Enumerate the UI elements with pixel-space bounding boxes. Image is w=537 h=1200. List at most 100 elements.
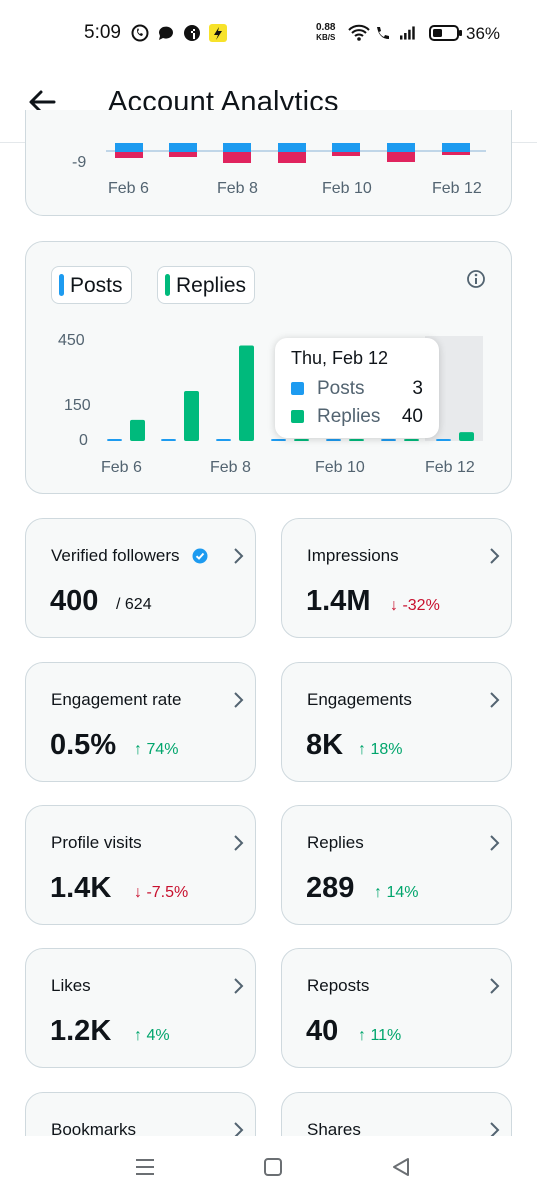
metric-title: Engagement rate: [51, 690, 182, 709]
status-time: 5:09: [84, 22, 121, 43]
metric-change: ↓ -32%: [390, 597, 440, 614]
metric-title: Verified followers: [51, 546, 180, 565]
metric-value: 400: [50, 585, 99, 617]
chevron-right-icon[interactable]: [231, 976, 245, 996]
bar-replies-feb-10[interactable]: [349, 439, 364, 441]
bar-posts-1: [115, 143, 143, 152]
tooltip-posts-label: Posts: [317, 378, 365, 399]
chevron-right-icon[interactable]: [231, 546, 245, 566]
chart-tooltip: Thu, Feb 12 Posts 3 Replies 40: [275, 338, 439, 438]
y-tick-label: 0: [79, 432, 88, 449]
info-icon[interactable]: [465, 268, 487, 290]
metric-card[interactable]: Profile visits 1.4K ↓ -7.5%: [25, 805, 256, 925]
whatsapp-icon: [131, 24, 149, 42]
system-nav-bar: [0, 1136, 537, 1200]
tooltip-replies-label: Replies: [317, 406, 381, 427]
bar-posts-feb-6[interactable]: [107, 439, 122, 441]
bar-neg-1: [115, 152, 143, 158]
metric-value: 1.4K: [50, 872, 112, 904]
bar-neg-2: [169, 152, 197, 157]
x-tick-label: Feb 10: [322, 180, 372, 197]
x-tick-label: Feb 6: [108, 180, 149, 197]
legend-posts-label: Posts: [70, 274, 123, 297]
bar-posts-7: [442, 143, 470, 152]
back-arrow-icon[interactable]: [26, 86, 58, 118]
metric-value: 289: [306, 872, 355, 904]
activity-bars: [115, 143, 470, 163]
verified-badge-icon: [192, 548, 208, 564]
recents-menu-icon[interactable]: [134, 1157, 156, 1177]
metric-value: 8K: [306, 729, 344, 761]
tooltip-posts-swatch: [291, 382, 304, 395]
tooltip-posts-value: 3: [412, 378, 423, 399]
chevron-right-icon[interactable]: [487, 546, 501, 566]
tooltip-date: Thu, Feb 12: [291, 348, 389, 368]
tooltip-replies-value: 40: [401, 406, 423, 427]
bar-replies-feb-11[interactable]: [404, 439, 419, 441]
legend-replies-label: Replies: [176, 274, 247, 297]
bar-posts-feb-10[interactable]: [326, 439, 341, 441]
metric-value: 0.5%: [50, 729, 117, 761]
metric-card[interactable]: Likes 1.2K ↑ 4%: [25, 948, 256, 1068]
legend-replies-toggle[interactable]: Replies: [157, 266, 255, 304]
bar-posts-feb-7[interactable]: [161, 439, 176, 441]
metric-title: Shares: [307, 1120, 361, 1139]
bar-posts-feb-8[interactable]: [216, 439, 231, 441]
wifi-icon: [348, 24, 370, 41]
activity-chart: [106, 143, 486, 163]
y-tick-label: 450: [58, 332, 85, 349]
x-tick-label: Feb 8: [210, 459, 251, 476]
metric-change: ↑ 4%: [134, 1027, 170, 1044]
bar-replies-feb-8[interactable]: [239, 345, 254, 441]
bar-posts-feb-9[interactable]: [271, 439, 286, 441]
y-tick-label: 150: [64, 397, 91, 414]
bar-posts-4: [278, 143, 306, 152]
bar-posts-5: [332, 143, 360, 152]
chevron-right-icon[interactable]: [487, 690, 501, 710]
bar-neg-4: [278, 152, 306, 163]
chevron-right-icon[interactable]: [231, 690, 245, 710]
chevron-right-icon[interactable]: [487, 976, 501, 996]
bar-replies-feb-6[interactable]: [130, 419, 145, 441]
metric-change: ↑ 18%: [358, 741, 403, 758]
legend-posts-swatch: [59, 274, 64, 296]
facebook-icon: [184, 25, 200, 41]
x-tick-label: Feb 10: [315, 459, 365, 476]
bar-posts-6: [387, 143, 415, 152]
bar-posts-feb-11[interactable]: [381, 439, 396, 441]
metric-title: Likes: [51, 976, 91, 995]
bar-replies-feb-7[interactable]: [184, 391, 199, 441]
metric-change: ↑ 11%: [358, 1027, 402, 1044]
metric-card[interactable]: Engagement rate 0.5% ↑ 74%: [25, 662, 256, 782]
metric-card[interactable]: Impressions 1.4M ↓ -32%: [281, 518, 512, 638]
metric-card[interactable]: Reposts 40 ↑ 11%: [281, 948, 512, 1068]
x-tick-label: Feb 12: [425, 459, 475, 476]
home-square-icon[interactable]: [262, 1157, 284, 1177]
metric-title: Impressions: [307, 546, 399, 565]
metric-value: 1.2K: [50, 1015, 112, 1047]
x-tick-label: Feb 6: [101, 459, 142, 476]
bar-replies-feb-9[interactable]: [294, 439, 309, 441]
legend-replies-swatch: [165, 274, 170, 296]
metric-value: 40: [306, 1015, 339, 1047]
bar-neg-7: [442, 152, 470, 155]
x-tick-label: Feb 8: [217, 180, 258, 197]
chevron-right-icon[interactable]: [487, 1120, 501, 1140]
bar-neg-3: [223, 152, 251, 163]
metric-card[interactable]: Engagements 8K ↑ 18%: [281, 662, 512, 782]
signal-icon: [400, 26, 415, 40]
chevron-right-icon[interactable]: [231, 1120, 245, 1140]
metric-title: Reposts: [307, 976, 370, 995]
bar-posts-3: [223, 143, 251, 152]
chat-icon: [158, 26, 173, 40]
metric-total: / 624: [116, 596, 152, 613]
back-triangle-icon[interactable]: [390, 1157, 412, 1177]
bar-posts-feb-12[interactable]: [436, 439, 451, 441]
bar-replies-feb-12[interactable]: [459, 432, 474, 441]
legend-posts-toggle[interactable]: Posts: [51, 266, 132, 304]
metric-card[interactable]: Verified followers 400 / 624: [25, 518, 256, 638]
metric-card[interactable]: Replies 289 ↑ 14%: [281, 805, 512, 925]
chevron-right-icon[interactable]: [231, 833, 245, 853]
chevron-right-icon[interactable]: [487, 833, 501, 853]
bar-posts-2: [169, 143, 197, 152]
